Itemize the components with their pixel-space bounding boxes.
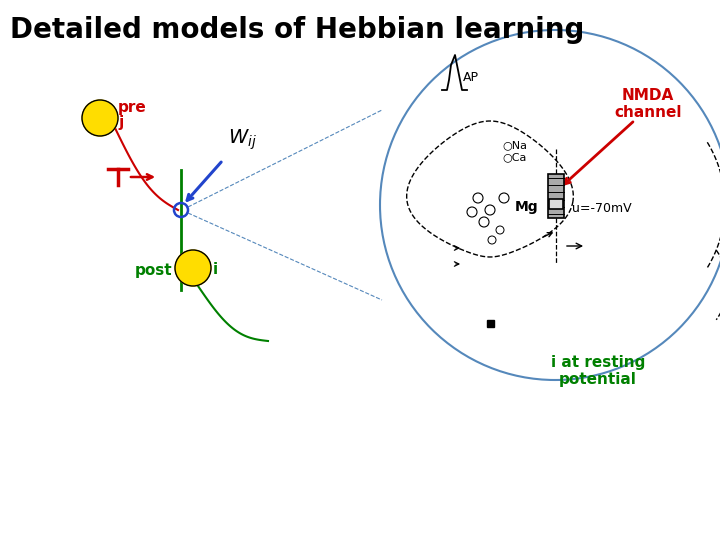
FancyBboxPatch shape bbox=[549, 199, 563, 209]
Text: post: post bbox=[135, 262, 173, 278]
Text: i: i bbox=[213, 262, 218, 278]
Circle shape bbox=[82, 100, 118, 136]
Text: ○Na: ○Na bbox=[502, 140, 527, 150]
Bar bbox=[487, 320, 494, 327]
Text: NMDA
channel: NMDA channel bbox=[614, 88, 682, 120]
Text: Detailed models of Hebbian learning: Detailed models of Hebbian learning bbox=[10, 16, 585, 44]
Circle shape bbox=[175, 250, 211, 286]
Text: Mg: Mg bbox=[514, 200, 538, 214]
Text: pre: pre bbox=[118, 100, 147, 115]
Text: AP: AP bbox=[463, 71, 479, 84]
Text: ○Ca: ○Ca bbox=[502, 152, 526, 162]
FancyBboxPatch shape bbox=[548, 174, 564, 218]
Text: j: j bbox=[118, 115, 123, 130]
Text: u=-70mV: u=-70mV bbox=[572, 201, 631, 214]
Text: $W_{ij}$: $W_{ij}$ bbox=[228, 127, 257, 152]
Text: i at resting
potential: i at resting potential bbox=[551, 355, 645, 387]
